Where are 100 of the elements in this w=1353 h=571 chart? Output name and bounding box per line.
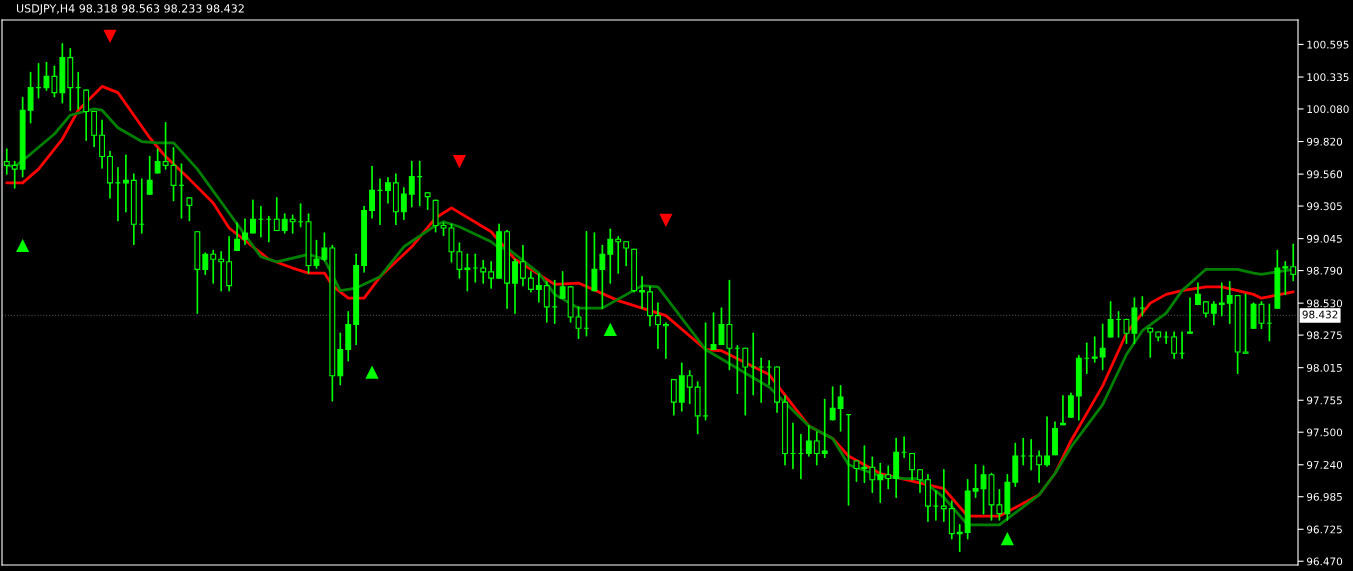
y-tick-label: 99.820 bbox=[1306, 137, 1343, 146]
y-tick-label: 98.790 bbox=[1306, 266, 1343, 275]
y-tick-label: 99.045 bbox=[1306, 234, 1342, 243]
y-tick-label: 98.275 bbox=[1306, 331, 1342, 340]
candlestick bbox=[1099, 323, 1106, 371]
candlestick bbox=[273, 197, 280, 232]
y-tick-label: 99.560 bbox=[1306, 170, 1343, 179]
y-tick-label: 96.470 bbox=[1306, 557, 1343, 566]
candlestick bbox=[1036, 450, 1043, 484]
y-tick-label: 97.755 bbox=[1306, 396, 1342, 405]
candlestick bbox=[1171, 331, 1178, 360]
candlestick bbox=[805, 425, 812, 457]
candlestick bbox=[250, 199, 256, 234]
candlestick bbox=[408, 160, 415, 208]
candlestick bbox=[647, 286, 653, 327]
y-tick-label: 99.305 bbox=[1306, 202, 1342, 211]
candlestick bbox=[1060, 395, 1066, 426]
y-tick-label: 98.530 bbox=[1306, 299, 1343, 308]
candlestick bbox=[655, 302, 661, 350]
candlestick bbox=[385, 177, 391, 204]
candlestick bbox=[1020, 437, 1027, 466]
point bbox=[659, 213, 673, 228]
candlestick bbox=[885, 465, 892, 490]
candlestick bbox=[83, 89, 90, 142]
candlestick bbox=[917, 468, 923, 494]
point bbox=[603, 322, 617, 337]
candlestick bbox=[702, 322, 709, 421]
candlestick bbox=[1282, 260, 1289, 296]
point bbox=[103, 29, 117, 43]
y-tick-label: 100.595 bbox=[1307, 40, 1349, 49]
candlestick bbox=[639, 276, 645, 309]
candlestick bbox=[520, 244, 526, 287]
point bbox=[16, 238, 30, 253]
candlestick bbox=[122, 154, 129, 213]
candlestick bbox=[488, 260, 495, 289]
point bbox=[452, 154, 466, 169]
candlestick bbox=[837, 385, 844, 432]
candlestick bbox=[662, 322, 669, 360]
candlestick bbox=[202, 252, 209, 276]
candlestick bbox=[1195, 282, 1201, 306]
candlestick bbox=[210, 249, 217, 284]
candlestick bbox=[591, 232, 598, 292]
candlestick bbox=[535, 273, 542, 303]
candlestick bbox=[1163, 331, 1170, 345]
candlestick bbox=[607, 228, 614, 284]
candlestick bbox=[218, 250, 225, 292]
y-tick-label: 96.985 bbox=[1306, 492, 1342, 501]
candlestick bbox=[27, 71, 34, 124]
candlestick bbox=[543, 281, 550, 323]
candlestick bbox=[154, 148, 161, 174]
candlestick bbox=[1067, 392, 1074, 418]
candlestick bbox=[956, 524, 963, 553]
y-tick-label: 100.335 bbox=[1307, 73, 1349, 82]
candlestick bbox=[527, 270, 534, 293]
candlestick bbox=[146, 155, 153, 195]
candlestick bbox=[1290, 243, 1297, 282]
candlestick bbox=[1226, 281, 1233, 325]
candlestick bbox=[1210, 301, 1217, 326]
candlestick bbox=[472, 253, 479, 283]
candlestick bbox=[226, 235, 233, 292]
candlestick bbox=[623, 240, 630, 267]
candlestick bbox=[11, 160, 18, 189]
candlestick bbox=[940, 468, 947, 522]
candlestick bbox=[1107, 301, 1114, 338]
candlestick bbox=[242, 218, 248, 246]
candlestick bbox=[480, 259, 487, 284]
candlestick bbox=[464, 253, 471, 292]
candlestick bbox=[91, 110, 98, 148]
candlestick bbox=[551, 279, 558, 325]
candlestick bbox=[599, 244, 606, 309]
candlestick bbox=[1091, 336, 1098, 363]
candlestick bbox=[742, 347, 749, 416]
candlestick bbox=[1044, 416, 1050, 467]
y-tick-label: 96.725 bbox=[1306, 525, 1342, 534]
candlestick bbox=[99, 119, 105, 169]
point bbox=[1000, 532, 1014, 546]
candlestick bbox=[369, 165, 375, 219]
candlestick bbox=[559, 270, 566, 299]
ref-line-label: 98.432 bbox=[1302, 310, 1338, 319]
candlestick bbox=[615, 235, 622, 274]
candlestick bbox=[1028, 438, 1035, 471]
candlestick bbox=[512, 258, 518, 315]
point bbox=[365, 365, 379, 379]
candlestick bbox=[869, 456, 876, 494]
candlestick bbox=[1218, 282, 1225, 317]
candlestick bbox=[829, 386, 836, 421]
candlestick bbox=[766, 359, 773, 386]
candlestick bbox=[877, 462, 884, 504]
candlestick bbox=[1242, 293, 1249, 355]
candlestick bbox=[750, 332, 757, 396]
candlestick bbox=[234, 222, 240, 252]
y-tick-label: 100.080 bbox=[1307, 105, 1349, 114]
candlestick bbox=[670, 378, 677, 416]
candlestick bbox=[3, 148, 10, 175]
candlestick bbox=[758, 357, 765, 403]
chart-title: USDJPY,H4 98.318 98.563 98.233 98.432 bbox=[16, 4, 244, 15]
y-tick-label: 97.240 bbox=[1306, 461, 1343, 469]
candlestick bbox=[821, 398, 828, 459]
candlestick bbox=[813, 431, 820, 466]
candlestick bbox=[1187, 297, 1193, 335]
